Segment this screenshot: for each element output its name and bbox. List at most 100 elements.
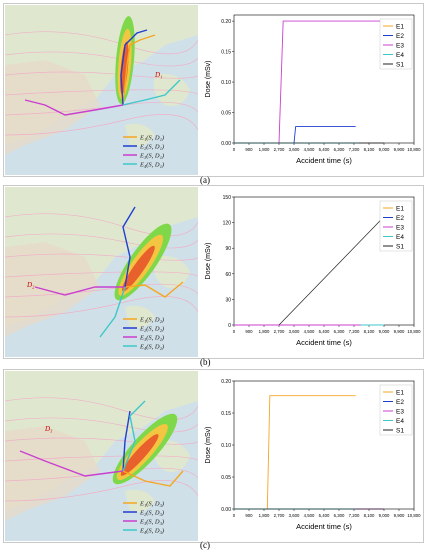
chart-svg: 0.00 0.05 0.10 0.15 0.20 0 900 1,800 2,700 3,600 4… xyxy=(205,379,421,531)
route-e4 xyxy=(122,79,181,106)
x-tick-label: 8,100 xyxy=(364,329,375,334)
legend-entry: E2 xyxy=(396,33,404,40)
y-tick-label: 0.10 xyxy=(221,80,231,86)
legend-entry: E₁(S, D₁) xyxy=(139,135,164,142)
road-line xyxy=(5,397,198,421)
x-tick-label: 900 xyxy=(245,147,253,152)
map-svg: D₃ E₁(S, D₃) E₂(S, D₃) E₃(S, D₃) E₄(S, D₃) xyxy=(5,371,198,541)
island xyxy=(125,123,155,147)
x-tick-label: 10,800 xyxy=(407,147,421,152)
road-line xyxy=(5,296,198,318)
legend-entry: E1 xyxy=(396,390,404,397)
destination-label: D₃ xyxy=(44,425,53,433)
legend-entry: E₂(S, D₁) xyxy=(139,144,164,151)
x-tick-label: 9,000 xyxy=(379,147,390,152)
series-line-e2 xyxy=(234,126,356,144)
urban-area xyxy=(5,242,100,337)
legend-entry: E₃(S, D₃) xyxy=(139,519,164,526)
x-tick-label: 7,200 xyxy=(349,147,360,152)
route-e4 xyxy=(122,400,146,472)
chart-panel-c: 0.00 0.05 0.10 0.15 0.20 0 900 1,800 2,700 3,600 4… xyxy=(200,371,422,541)
legend-entry: E2 xyxy=(396,215,404,222)
legend-entry: E₁(S, D₂) xyxy=(139,317,164,324)
y-tick-label: 150 xyxy=(223,195,232,201)
panel-c-frame xyxy=(3,369,424,543)
x-tick-label: 1,800 xyxy=(259,513,270,518)
y-tick-label: 0.15 xyxy=(221,50,231,56)
y-tick-label: 0 xyxy=(228,323,231,329)
chart-svg: 0 30 60 90 120 150 0 900 1,800 2,700 3,600 4,500 5,4… xyxy=(205,195,421,347)
legend-entry: E4 xyxy=(396,234,404,241)
map-legend: E₁(S, D₃) E₂(S, D₃) E₃(S, D₃) E₄(S, D₃) xyxy=(123,501,164,535)
x-tick-label: 5,400 xyxy=(319,513,330,518)
road-line xyxy=(5,253,198,261)
x-tick-label: 2,700 xyxy=(274,513,285,518)
legend-entry: E₁(S, D₃) xyxy=(139,501,164,508)
y-tick-label: 0.00 xyxy=(221,141,231,147)
series-line-e1 xyxy=(234,395,356,510)
legend-entry: E1 xyxy=(396,24,404,31)
legend-entry: E₄(S, D₁) xyxy=(139,162,164,169)
legend-entry: E₃(S, D₂) xyxy=(139,335,164,342)
legend-entry: E1 xyxy=(396,206,404,213)
x-tick-label: 2,700 xyxy=(274,147,285,152)
x-tick-label: 2,700 xyxy=(274,329,285,334)
legend-entry: E₄(S, D₃) xyxy=(139,528,164,535)
y-tick-label: 0.15 xyxy=(221,411,231,417)
x-tick-label: 1,800 xyxy=(259,329,270,334)
x-tick-label: 9,900 xyxy=(394,329,405,334)
x-tick-label: 8,100 xyxy=(364,513,375,518)
y-tick-label: 120 xyxy=(223,221,232,227)
route-e1 xyxy=(122,34,156,106)
panel-label-c: (c) xyxy=(200,540,210,550)
road-line xyxy=(5,480,198,502)
x-axis-title: Accident time (s) xyxy=(296,338,352,347)
road-line xyxy=(5,233,198,249)
route-e2 xyxy=(120,29,148,106)
road-line xyxy=(5,417,198,433)
road-line xyxy=(5,213,198,237)
x-tick-label: 3,600 xyxy=(289,147,300,152)
island xyxy=(153,256,190,288)
panel-label-a: (a) xyxy=(200,175,210,185)
x-tick-label: 9,900 xyxy=(394,147,405,152)
panel-label-b: (b) xyxy=(200,357,211,367)
legend-entry: S1 xyxy=(396,428,404,435)
x-tick-label: 0 xyxy=(233,329,236,334)
route-e3 xyxy=(34,286,125,296)
plume-core xyxy=(122,245,155,292)
x-tick-label: 4,500 xyxy=(304,329,315,334)
x-tick-label: 7,200 xyxy=(349,329,360,334)
island xyxy=(125,305,155,329)
island xyxy=(153,440,190,472)
plume-core xyxy=(120,41,129,95)
panel-b-frame xyxy=(3,185,424,359)
chart-legend: E1 E2 E3 E4 S1 xyxy=(379,18,413,70)
series-line-s1 xyxy=(278,201,400,326)
legend-entry: E₂(S, D₂) xyxy=(139,326,164,333)
y-tick-label: 0.00 xyxy=(221,507,231,513)
island xyxy=(153,74,190,106)
legend-box xyxy=(379,18,413,70)
x-tick-label: 3,600 xyxy=(289,513,300,518)
y-tick-label: 0.10 xyxy=(221,443,231,449)
y-tick-label: 0.20 xyxy=(221,379,231,385)
legend-entry: E4 xyxy=(396,52,404,59)
panel-a-frame xyxy=(3,3,424,177)
map-legend: E₁(S, D₁) E₂(S, D₁) E₃(S, D₁) E₄(S, D₁) xyxy=(123,135,164,169)
legend-entry: S1 xyxy=(396,244,404,251)
x-tick-label: 5,400 xyxy=(319,329,330,334)
route-e2 xyxy=(122,206,136,288)
legend-entry: E2 xyxy=(396,399,404,406)
map-panel-b: D₂ E₁(S, D₂) E₂(S, D₂) E₃(S, D₂) E₄(S, D₂) xyxy=(5,187,198,357)
x-tick-label: 4,500 xyxy=(304,147,315,152)
island xyxy=(125,489,155,513)
urban-area xyxy=(5,60,100,155)
x-tick-label: 7,200 xyxy=(349,513,360,518)
legend-entry: E₃(S, D₁) xyxy=(139,153,164,160)
map-panel-c: D₃ E₁(S, D₃) E₂(S, D₃) E₃(S, D₃) E₄(S, D₃) xyxy=(5,371,198,541)
x-tick-label: 9,000 xyxy=(379,329,390,334)
x-tick-label: 6,300 xyxy=(334,329,345,334)
urban-area xyxy=(5,426,100,521)
x-axis-title: Accident time (s) xyxy=(296,156,352,165)
